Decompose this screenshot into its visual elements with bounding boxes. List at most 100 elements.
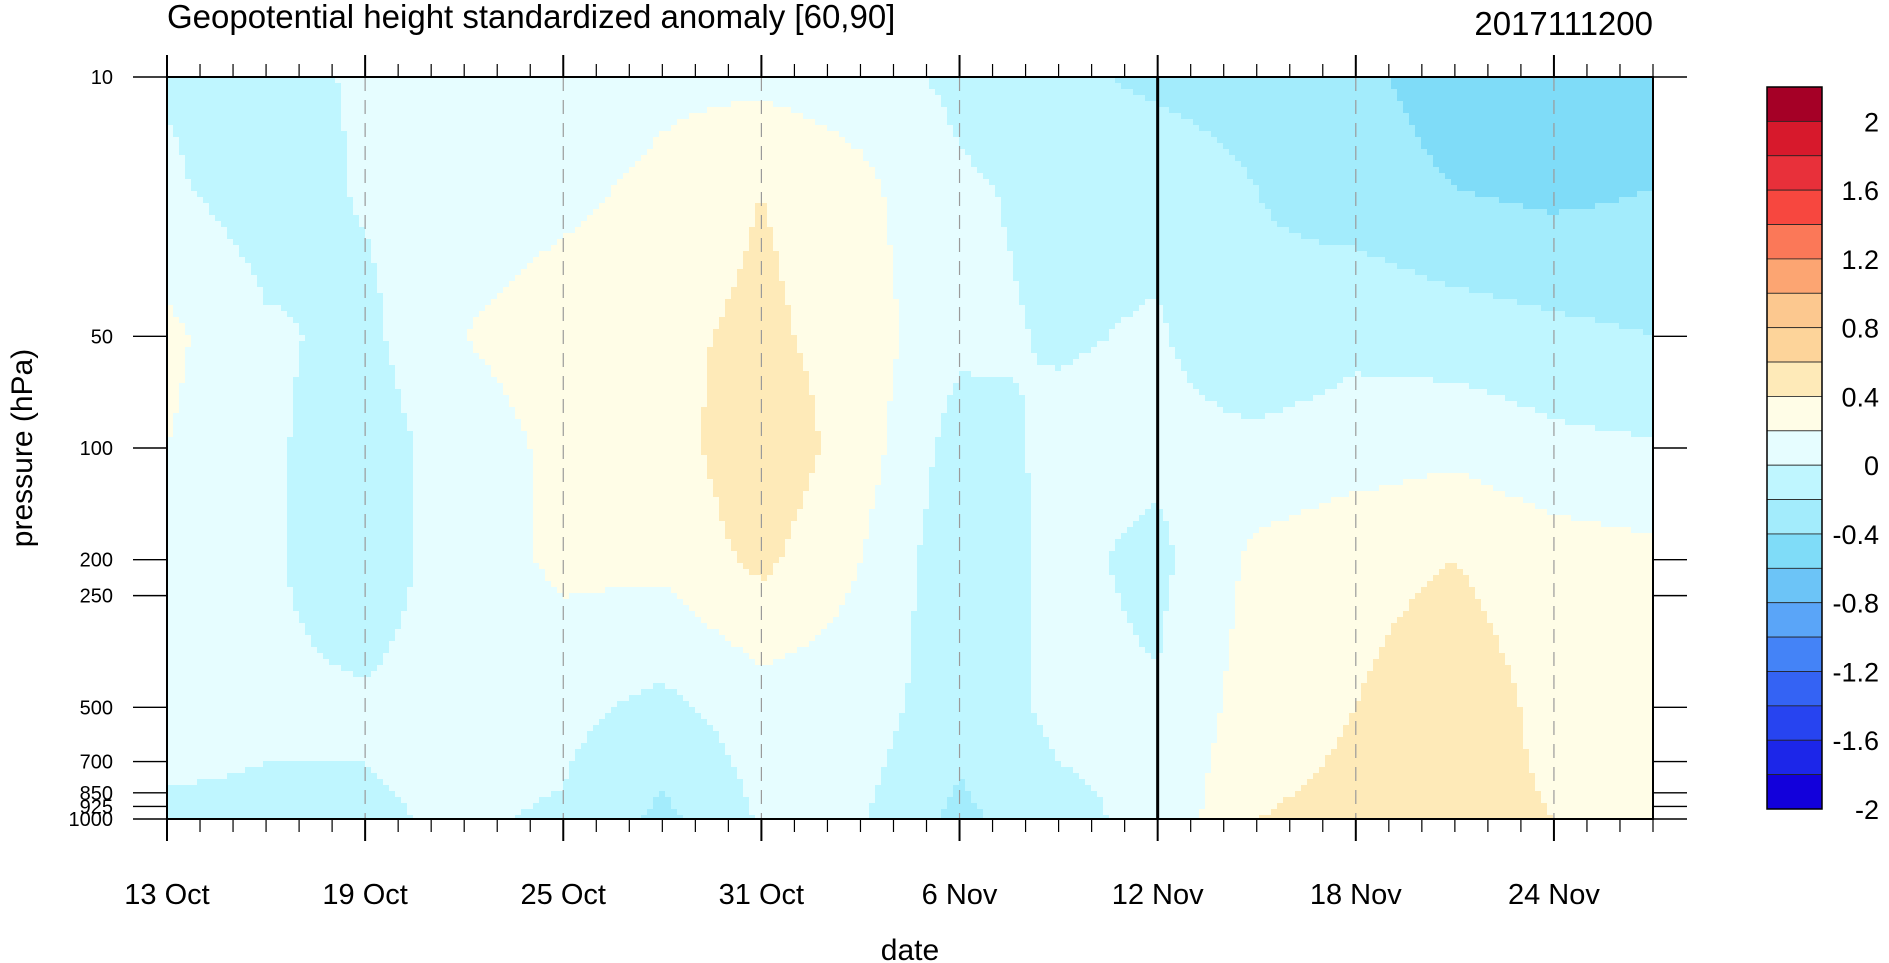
contour-cell bbox=[467, 191, 474, 198]
contour-cell bbox=[1409, 191, 1416, 198]
contour-cell bbox=[1325, 179, 1332, 186]
contour-cell bbox=[1325, 131, 1332, 138]
contour-cell bbox=[821, 143, 828, 150]
contour-cell bbox=[245, 101, 252, 108]
contour-cell bbox=[731, 167, 738, 174]
contour-cell bbox=[863, 149, 870, 156]
contour-cell bbox=[299, 113, 306, 120]
contour-cell bbox=[629, 83, 636, 90]
contour-cell bbox=[1463, 155, 1470, 162]
contour-cell bbox=[731, 101, 738, 108]
contour-cell bbox=[581, 125, 588, 132]
contour-cell bbox=[479, 119, 486, 126]
contour-cell bbox=[1331, 185, 1338, 192]
contour-cell bbox=[1199, 125, 1206, 132]
contour-cell bbox=[1565, 167, 1572, 174]
contour-cell bbox=[239, 173, 246, 180]
contour-cell bbox=[1481, 173, 1488, 180]
contour-cell bbox=[383, 155, 390, 162]
contour-cell bbox=[257, 131, 264, 138]
contour-cell bbox=[677, 131, 684, 138]
contour-cell bbox=[1079, 143, 1086, 150]
contour-cell bbox=[887, 179, 894, 186]
contour-cell bbox=[767, 173, 774, 180]
contour-cell bbox=[1091, 107, 1098, 114]
contour-cell bbox=[953, 83, 960, 90]
contour-cell bbox=[1265, 185, 1272, 192]
contour-cell bbox=[1301, 137, 1308, 144]
contour-cell bbox=[413, 173, 420, 180]
contour-cell bbox=[701, 143, 708, 150]
contour-cell bbox=[791, 119, 798, 126]
contour-cell bbox=[1547, 101, 1554, 108]
contour-cell bbox=[857, 137, 864, 144]
contour-cell bbox=[1565, 95, 1572, 102]
contour-cell bbox=[1205, 155, 1212, 162]
contour-cell bbox=[491, 89, 498, 96]
contour-cell bbox=[995, 113, 1002, 120]
contour-cell bbox=[761, 119, 768, 126]
contour-cell bbox=[1511, 131, 1518, 138]
contour-cell bbox=[1427, 179, 1434, 186]
contour-cell bbox=[917, 107, 924, 114]
contour-cell bbox=[473, 191, 480, 198]
contour-cell bbox=[1163, 161, 1170, 168]
contour-cell bbox=[1085, 125, 1092, 132]
contour-cell bbox=[1439, 113, 1446, 120]
contour-cell bbox=[395, 191, 402, 198]
contour-cell bbox=[1631, 119, 1638, 126]
contour-cell bbox=[617, 83, 624, 90]
contour-cell bbox=[401, 125, 408, 132]
contour-cell bbox=[1349, 191, 1356, 198]
contour-cell bbox=[779, 185, 786, 192]
contour-cell bbox=[407, 185, 414, 192]
contour-cell bbox=[1373, 149, 1380, 156]
contour-cell bbox=[1229, 77, 1236, 84]
contour-cell bbox=[1127, 89, 1134, 96]
contour-cell bbox=[983, 113, 990, 120]
contour-cell bbox=[1625, 125, 1632, 132]
contour-cell bbox=[1235, 77, 1242, 84]
contour-cell bbox=[1343, 167, 1350, 174]
contour-cell bbox=[1271, 173, 1278, 180]
contour-cell bbox=[1427, 191, 1434, 198]
contour-cell bbox=[1181, 89, 1188, 96]
contour-cell bbox=[1067, 149, 1074, 156]
contour-cell bbox=[1211, 101, 1218, 108]
contour-cell bbox=[875, 155, 882, 162]
contour-cell bbox=[713, 95, 720, 102]
contour-cell bbox=[695, 77, 702, 84]
contour-cell bbox=[221, 179, 228, 186]
contour-cell bbox=[203, 161, 210, 168]
contour-cell bbox=[725, 107, 732, 114]
contour-cell bbox=[179, 125, 186, 132]
contour-cell bbox=[695, 101, 702, 108]
contour-cell bbox=[965, 185, 972, 192]
contour-cell bbox=[299, 131, 306, 138]
contour-cell bbox=[491, 95, 498, 102]
contour-cell bbox=[263, 83, 270, 90]
contour-cell bbox=[1031, 143, 1038, 150]
contour-cell bbox=[1205, 107, 1212, 114]
contour-cell bbox=[911, 125, 918, 132]
contour-cell bbox=[701, 191, 708, 198]
contour-cell bbox=[1127, 101, 1134, 108]
contour-cell bbox=[725, 137, 732, 144]
contour-cell bbox=[1547, 77, 1554, 84]
contour-cell bbox=[1619, 161, 1626, 168]
contour-cell bbox=[1013, 179, 1020, 186]
contour-cell bbox=[203, 77, 210, 84]
contour-cell bbox=[659, 131, 666, 138]
contour-cell bbox=[287, 191, 294, 198]
contour-cell bbox=[341, 167, 348, 174]
contour-cell bbox=[533, 119, 540, 126]
contour-cell bbox=[1445, 149, 1452, 156]
contour-cell bbox=[1013, 125, 1020, 132]
contour-cell bbox=[701, 137, 708, 144]
contour-cell bbox=[1343, 125, 1350, 132]
contour-cell bbox=[857, 131, 864, 138]
contour-cell bbox=[887, 131, 894, 138]
contour-cell bbox=[1625, 173, 1632, 180]
contour-cell bbox=[1013, 83, 1020, 90]
contour-cell bbox=[377, 83, 384, 90]
